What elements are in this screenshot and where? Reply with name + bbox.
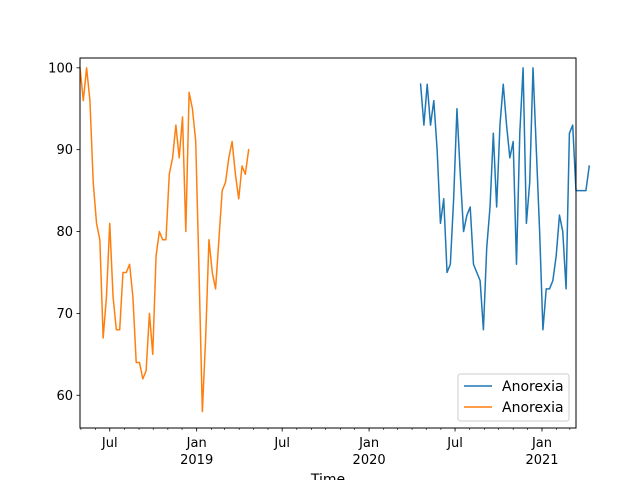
x-tick-label: Jan bbox=[531, 436, 552, 451]
legend-label-1: Anorexia bbox=[502, 379, 564, 395]
x-tick-year-label: 2021 bbox=[525, 453, 558, 468]
series-line-2 bbox=[79, 66, 250, 413]
legend: Anorexia Anorexia bbox=[457, 373, 570, 422]
x-tick-label: Jul bbox=[273, 436, 290, 451]
x-tick-year-label: 2020 bbox=[353, 453, 386, 468]
x-axis-label: Time bbox=[310, 472, 345, 480]
series-line-1 bbox=[419, 67, 591, 331]
y-tick-label: 60 bbox=[56, 389, 73, 404]
y-tick-label: 100 bbox=[48, 61, 73, 76]
legend-label-2: Anorexia bbox=[502, 400, 564, 416]
x-axis: Jul Jan 2019 Jul Jan 2020 Jul Jan 2021 bbox=[80, 428, 571, 468]
x-tick-label: Jul bbox=[446, 436, 463, 451]
y-tick-label: 90 bbox=[56, 143, 73, 158]
series-layer bbox=[79, 66, 591, 413]
plot-frame bbox=[79, 57, 577, 429]
y-tick-label: 70 bbox=[56, 307, 73, 322]
x-tick-label: Jan bbox=[358, 436, 379, 451]
x-tick-label: Jul bbox=[101, 436, 118, 451]
x-tick-label: Jan bbox=[186, 436, 207, 451]
y-axis: 60 70 80 90 100 bbox=[48, 61, 80, 404]
x-tick-year-label: 2019 bbox=[180, 453, 213, 468]
y-tick-label: 80 bbox=[56, 225, 73, 240]
